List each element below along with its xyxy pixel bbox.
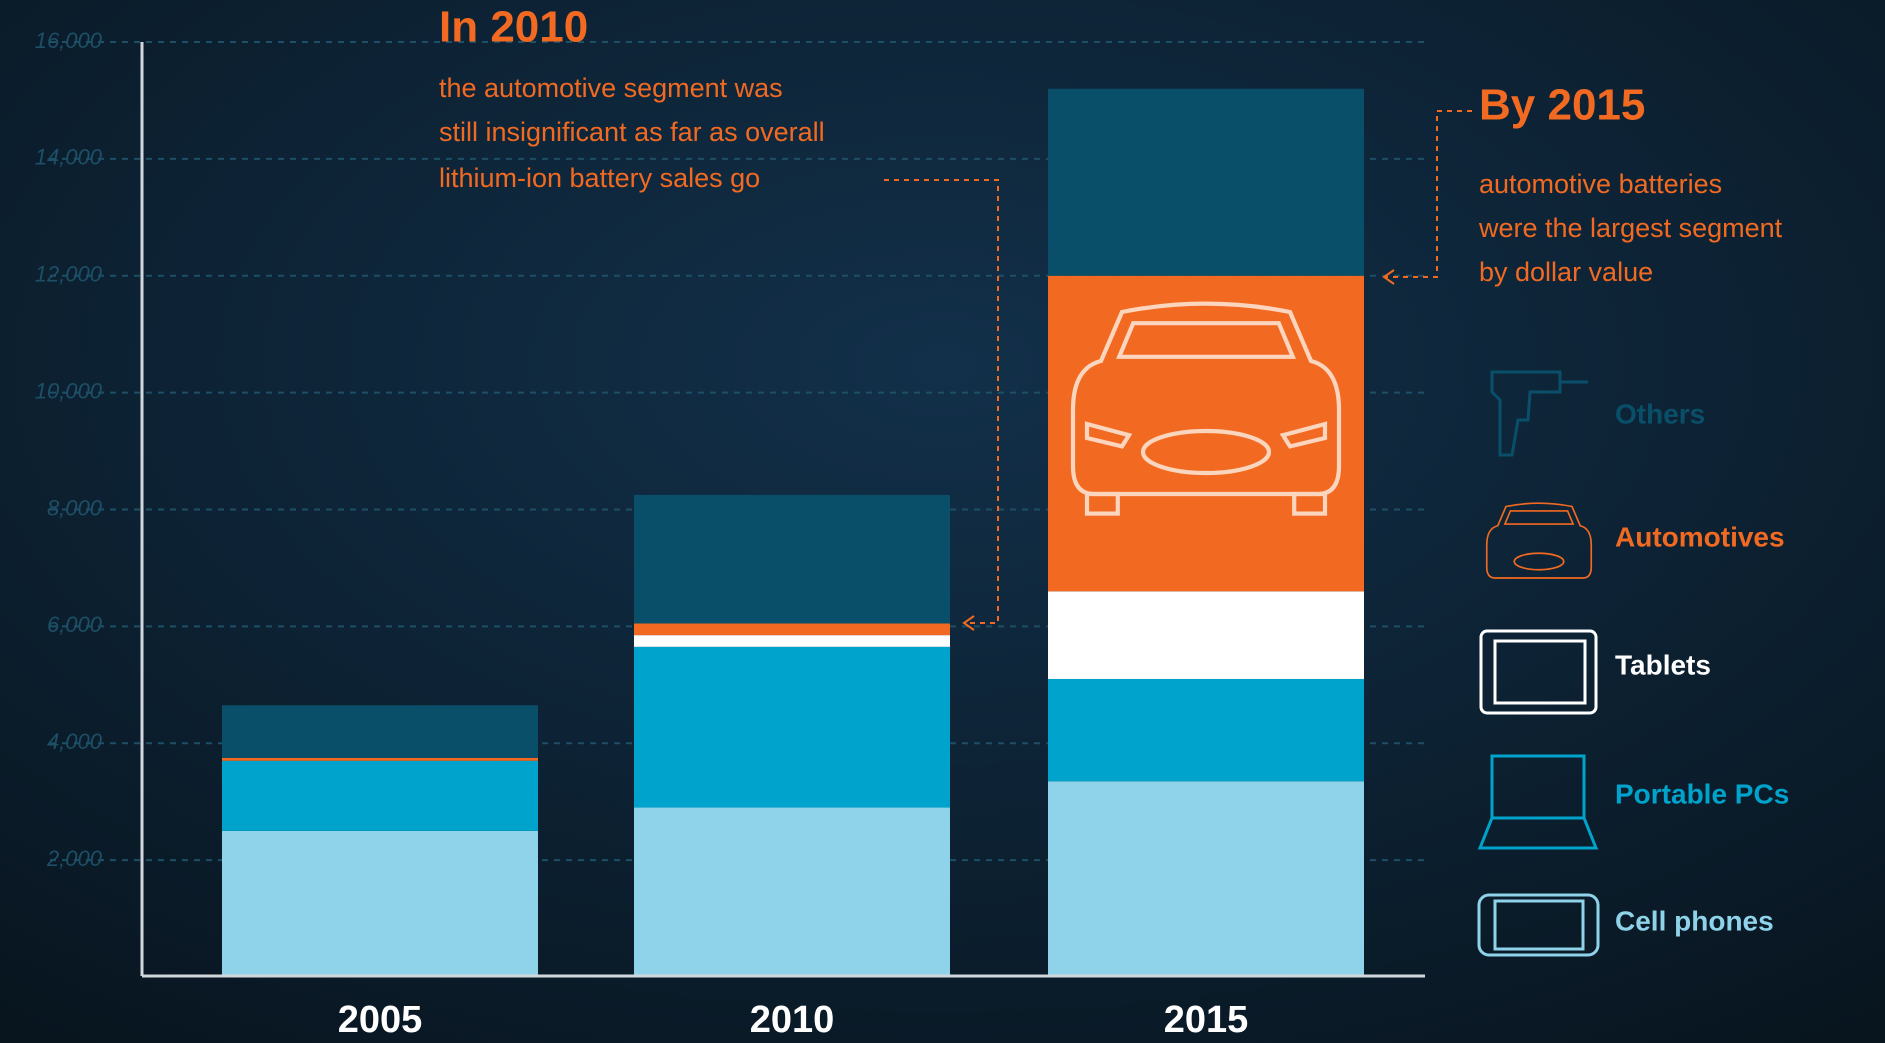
car-illustration [1070, 301, 1342, 516]
y-tick-label: 6,000 [47, 612, 103, 637]
annotation-title: In 2010 [439, 3, 588, 52]
bar-segment [222, 757, 538, 761]
x-tick-label: 2015 [1164, 999, 1249, 1041]
bar-segment [634, 623, 950, 636]
legend-label: Others [1615, 398, 1705, 429]
bar-segment [634, 807, 950, 977]
annotation-text: by dollar value [1479, 257, 1653, 287]
x-tick-label: 2010 [750, 999, 835, 1041]
bar-segment [1048, 678, 1364, 782]
portable-pcs-icon [1477, 754, 1599, 850]
legend-label: Automotives [1615, 521, 1785, 552]
legend-label: Portable PCs [1615, 778, 1789, 809]
bar-segment [634, 646, 950, 808]
arrow-head [962, 615, 975, 631]
bar-segment [634, 635, 950, 647]
bar-segment [1048, 781, 1364, 977]
annotation-text: lithium-ion battery sales go [439, 163, 760, 193]
arrow-head [1382, 269, 1395, 285]
legend-label: Cell phones [1615, 905, 1774, 936]
bar-segment [1048, 275, 1364, 592]
y-tick-label: 2,000 [46, 846, 103, 871]
bars: 2005 2010 2015 [222, 88, 1364, 1041]
y-tick-label: 8,000 [47, 495, 103, 520]
tablets-icon [1479, 629, 1598, 715]
legend-label: Tablets [1615, 649, 1711, 680]
legend: Cell phones Portable PCs Tablets Automotive… [1615, 398, 1789, 936]
y-tick-label: 14,000 [35, 145, 103, 170]
bar-segment [222, 705, 538, 758]
annotation-text: automotive batteries [1479, 169, 1722, 199]
bar-segment [222, 760, 538, 831]
annotation-text: were the largest segment [1478, 213, 1783, 243]
y-tick-label: 12,000 [35, 262, 103, 287]
annotation-title: By 2015 [1479, 81, 1645, 130]
bar-segment [1048, 88, 1364, 276]
grid: 2,000 4,000 6,000 8,000 10,000 12,000 14,000 16… [35, 28, 1425, 871]
connector [884, 179, 999, 624]
y-tick-label: 4,000 [47, 729, 103, 754]
y-tick-label: 10,000 [35, 378, 103, 403]
bar-segment [634, 494, 950, 624]
annotation-text: still insignificant as far as overall [439, 117, 825, 147]
x-tick-label: 2005 [338, 999, 423, 1041]
annotation-text: the automotive segment was [439, 73, 783, 103]
cell-phones-icon [1477, 893, 1600, 957]
others-icon [1490, 370, 1588, 457]
automotives-icon [1485, 502, 1593, 579]
bar-segment [1048, 591, 1364, 679]
bar-segment [222, 830, 538, 977]
y-tick-label: 16,000 [35, 28, 103, 53]
